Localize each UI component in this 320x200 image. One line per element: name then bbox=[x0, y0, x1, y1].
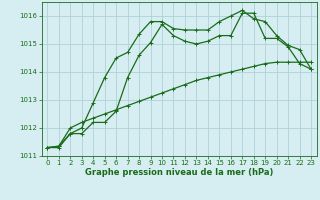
X-axis label: Graphe pression niveau de la mer (hPa): Graphe pression niveau de la mer (hPa) bbox=[85, 168, 273, 177]
